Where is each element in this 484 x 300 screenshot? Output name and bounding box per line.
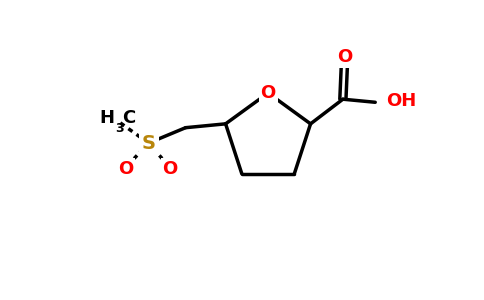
Text: C: C [121, 110, 135, 128]
Text: 3: 3 [115, 122, 123, 135]
Text: O: O [163, 160, 178, 178]
Text: H: H [100, 110, 115, 128]
Text: O: O [118, 160, 133, 178]
Text: OH: OH [386, 92, 416, 110]
Text: O: O [337, 48, 352, 66]
Text: S: S [142, 134, 155, 153]
Text: O: O [260, 84, 276, 102]
